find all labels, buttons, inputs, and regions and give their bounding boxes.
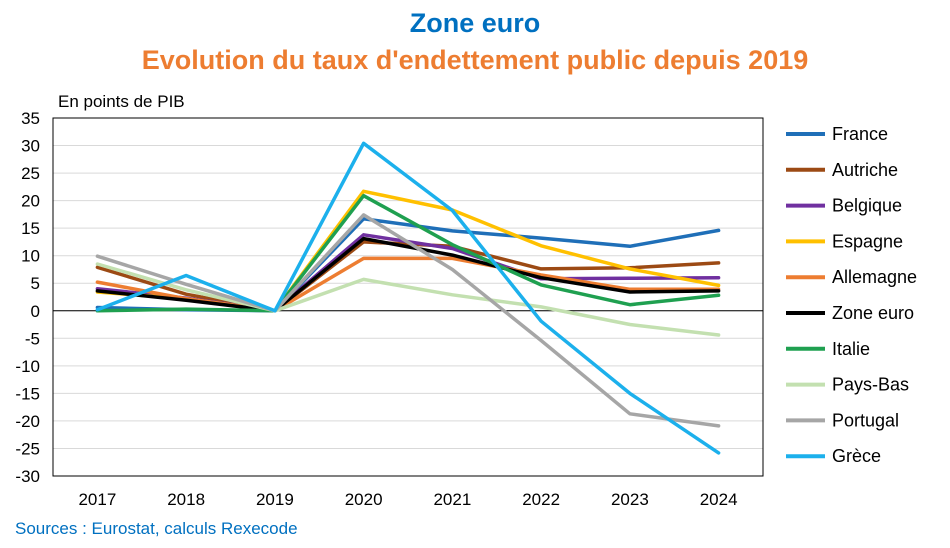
legend-label: France [832,124,888,144]
y-tick-label: 20 [21,192,40,211]
x-tick-label: 2022 [522,490,560,509]
y-tick-label: -15 [15,384,40,403]
x-axis-ticks: 2017 2018 2019 2020 2021 2022 2023 2024 [78,490,737,509]
y-tick-label: 10 [21,247,40,266]
x-tick-label: 2021 [433,490,471,509]
series-line-gr-ce [95,141,721,455]
y-axis-unit-label: En points de PIB [58,92,185,111]
series-line-pays-bas [95,262,721,337]
legend-label: Belgique [832,196,902,216]
y-tick-label: -30 [15,467,40,486]
legend-label: Portugal [832,410,899,430]
series-line-portugal [95,213,721,428]
legend-label: Allemagne [832,267,917,287]
y-tick-label: 5 [31,274,40,293]
series-line-italie [95,193,721,313]
x-tick-label: 2023 [611,490,649,509]
legend-label: Pays-Bas [832,375,909,395]
y-tick-label: -20 [15,412,40,431]
x-tick-label: 2020 [345,490,383,509]
source-note: Sources : Eurostat, calculs Rexecode [15,519,298,538]
legend: France Autriche Belgique Espagne Allemagne Zo… [786,124,917,466]
series-lines [95,141,721,455]
chart-subtitle: Evolution du taux d'endettement public d… [141,45,809,75]
y-tick-label: 15 [21,219,40,238]
x-tick-label: 2019 [256,490,294,509]
legend-label: Italie [832,339,870,359]
x-tick-label: 2024 [700,490,738,509]
chart-title: Zone euro [409,8,541,38]
legend-label: Espagne [832,231,903,251]
y-tick-label: 25 [21,164,40,183]
series-line-zone-euro [95,236,721,313]
legend-label: Zone euro [832,303,914,323]
y-tick-label: 0 [31,302,40,321]
y-tick-label: -5 [25,329,40,348]
x-tick-label: 2018 [167,490,205,509]
y-tick-label: -25 [15,439,40,458]
y-tick-label: -10 [15,357,40,376]
grid-lines [53,117,763,477]
plot-area-border [52,117,764,477]
y-tick-label: 35 [21,109,40,128]
legend-label: Grèce [832,446,881,466]
x-tick-label: 2017 [78,490,116,509]
y-tick-label: 30 [21,137,40,156]
y-axis-ticks: 35 30 25 20 15 10 5 0 -5 -10 -15 -20 -25 -30 [15,109,40,486]
legend-label: Autriche [832,160,898,180]
